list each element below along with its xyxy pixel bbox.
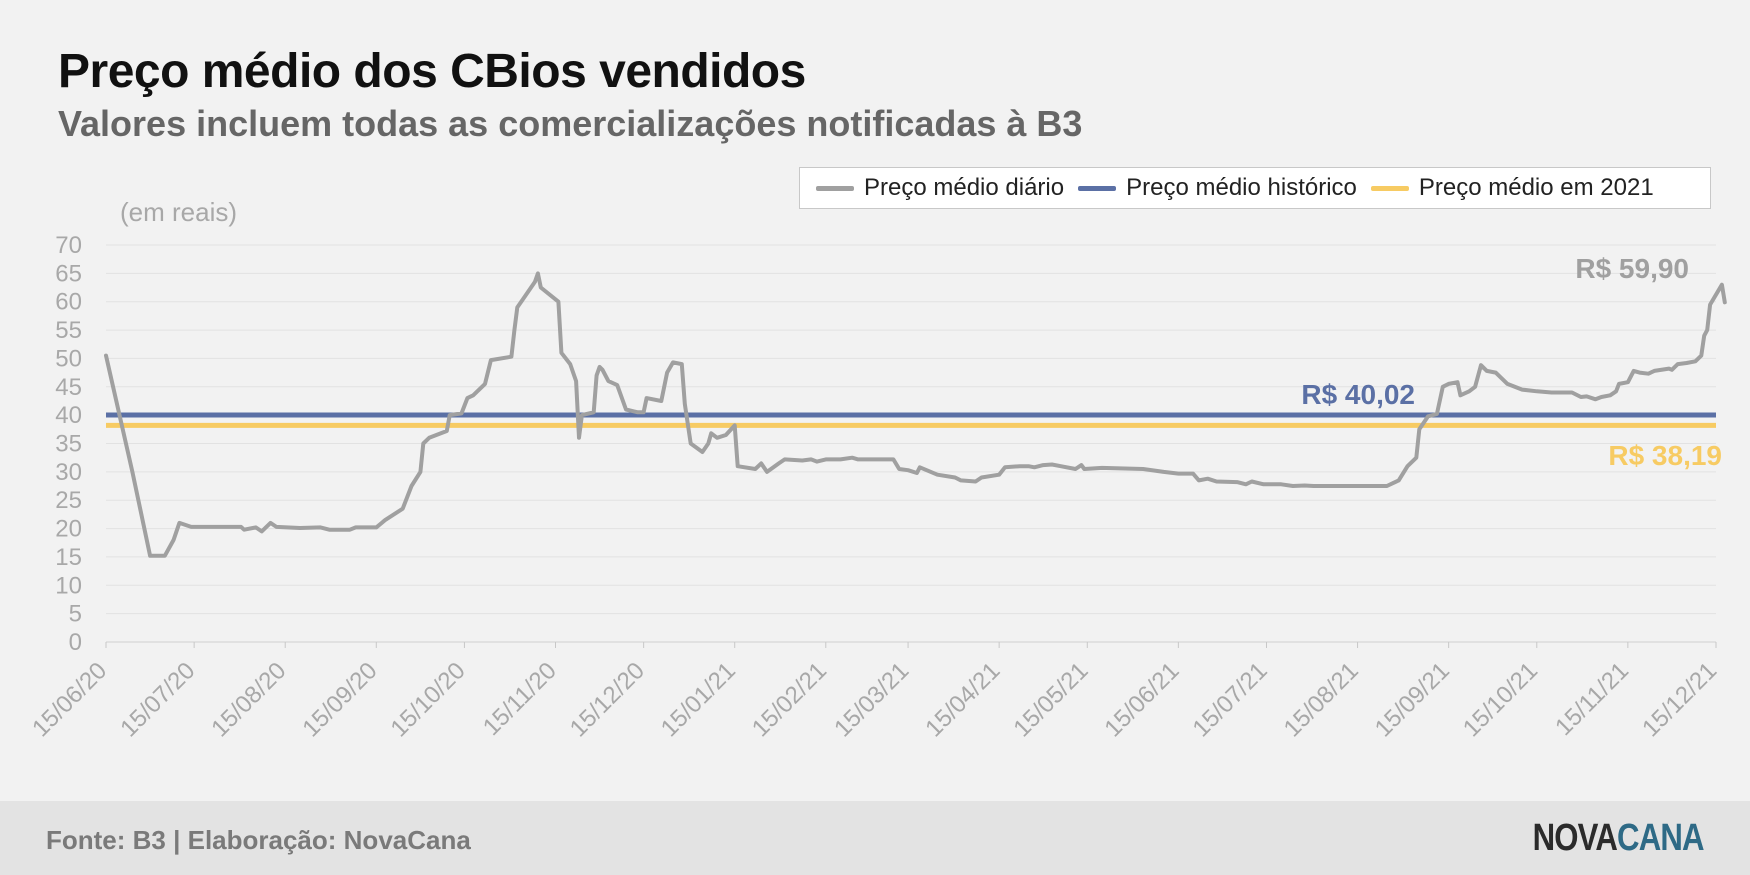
y-tick-65: 65 xyxy=(55,260,82,287)
footer: Fonte: B3 | Elaboração: NovaCana NOVACAN… xyxy=(0,801,1750,875)
chart-subtitle: Valores incluem todas as comercializaçõe… xyxy=(58,103,1083,144)
legend-swatch-2021 xyxy=(1370,185,1409,191)
x-tick-15-10-20: 15/10/20 xyxy=(386,657,471,742)
line-chart: (em reais) 0510152025303540455055606570 … xyxy=(27,197,1727,742)
legend-label-daily: Preço médio diário xyxy=(864,174,1065,201)
legend-swatch-daily xyxy=(816,185,854,191)
y-tick-0: 0 xyxy=(69,629,82,656)
x-tick-15-11-21: 15/11/21 xyxy=(1550,657,1634,741)
x-tick-15-09-21: 15/09/21 xyxy=(1370,657,1455,742)
x-tick-15-11-20: 15/11/20 xyxy=(478,657,562,741)
y-tick-55: 55 xyxy=(55,317,82,344)
legend-item-daily: Preço médio diário xyxy=(816,174,1064,202)
novacana-logo: NOVACANA xyxy=(1532,817,1705,859)
x-tick-15-10-21: 15/10/21 xyxy=(1458,657,1543,742)
x-tick-15-12-20: 15/12/20 xyxy=(565,657,650,742)
value-labels: R$ 59,90 R$ 40,02 R$ 38,19 xyxy=(1301,253,1722,471)
x-tick-15-06-21: 15/06/21 xyxy=(1099,657,1184,742)
y-tick-35: 35 xyxy=(55,431,82,458)
x-tick-15-09-20: 15/09/20 xyxy=(297,657,382,742)
y-axis-label: (em reais) xyxy=(120,197,237,227)
y-tick-25: 25 xyxy=(55,487,82,514)
legend-item-historic: Preço médio histórico xyxy=(1078,174,1357,202)
x-tick-15-04-21: 15/04/21 xyxy=(920,657,1005,742)
y-tick-50: 50 xyxy=(55,345,82,372)
y-tick-70: 70 xyxy=(55,232,82,259)
legend-swatch-historic xyxy=(1078,185,1117,191)
label-2021: R$ 38,19 xyxy=(1608,440,1722,471)
legend-item-2021: Preço médio em 2021 xyxy=(1370,174,1654,202)
legend-label-2021: Preço médio em 2021 xyxy=(1418,174,1654,201)
chart-title: Preço médio dos CBios vendidos xyxy=(58,45,806,98)
legend-label-historic: Preço médio histórico xyxy=(1126,174,1357,201)
y-tick-60: 60 xyxy=(55,289,82,316)
chart-legend: Preço médio diário Preço médio histórico… xyxy=(799,167,1711,209)
y-tick-15: 15 xyxy=(55,544,82,571)
grid-lines xyxy=(105,244,1717,648)
y-tick-5: 5 xyxy=(69,601,82,628)
label-last-daily: R$ 59,90 xyxy=(1575,253,1689,284)
y-tick-20: 20 xyxy=(55,516,82,543)
x-tick-15-03-21: 15/03/21 xyxy=(829,657,914,742)
x-tick-15-12-21: 15/12/21 xyxy=(1637,657,1722,742)
reference-lines xyxy=(106,412,1716,428)
y-tick-30: 30 xyxy=(55,459,82,486)
data-series xyxy=(104,271,1727,558)
x-tick-labels: 15/06/20 15/07/20 15/08/20 15/09/20 15/10/20… xyxy=(27,657,1722,742)
x-tick-15-06-20: 15/06/20 xyxy=(27,657,112,742)
label-historic: R$ 40,02 xyxy=(1301,379,1415,410)
source-note: Fonte: B3 | Elaboração: NovaCana xyxy=(46,825,471,855)
x-tick-15-01-21: 15/01/21 xyxy=(656,657,741,742)
y-tick-45: 45 xyxy=(55,374,82,401)
x-tick-15-07-20: 15/07/20 xyxy=(115,657,200,742)
x-tick-15-07-21: 15/07/21 xyxy=(1188,657,1273,742)
y-tick-40: 40 xyxy=(55,402,82,429)
x-tick-15-08-21: 15/08/21 xyxy=(1279,657,1364,742)
series-line-daily xyxy=(104,271,1727,558)
x-tick-15-02-21: 15/02/21 xyxy=(747,657,832,742)
y-tick-10: 10 xyxy=(55,572,82,599)
x-tick-15-08-20: 15/08/20 xyxy=(206,657,291,742)
x-tick-15-05-21: 15/05/21 xyxy=(1008,657,1093,742)
